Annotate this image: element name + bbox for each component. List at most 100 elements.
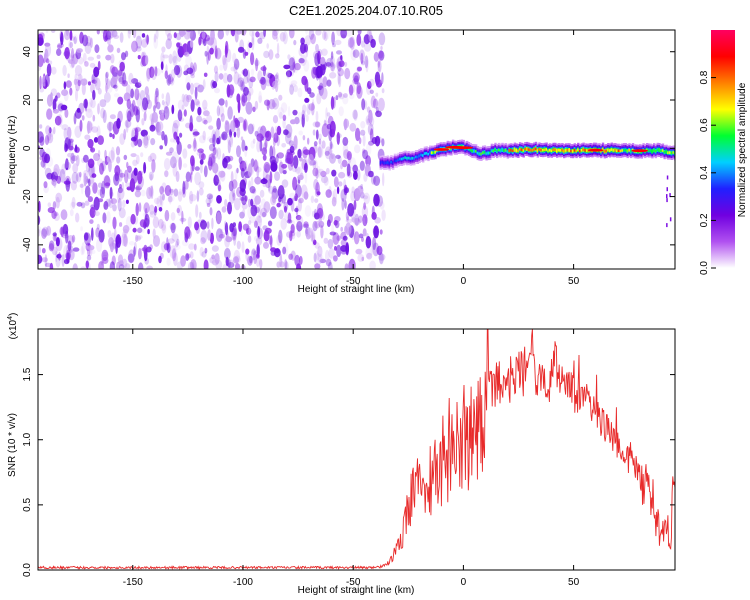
noise-cell — [181, 104, 185, 110]
noise-cell — [44, 74, 50, 87]
noise-cell — [378, 253, 386, 261]
noise-cell — [89, 62, 96, 68]
noise-cell — [230, 171, 234, 183]
noise-cell — [293, 60, 299, 74]
noise-cell — [80, 226, 83, 232]
noise-cell — [191, 261, 195, 269]
noise-cell — [248, 42, 253, 49]
ridge-cell — [619, 149, 622, 153]
ridge-cell — [517, 149, 520, 153]
ridge-cell — [550, 149, 554, 153]
noise-cell — [320, 87, 328, 100]
noise-cell — [162, 193, 165, 201]
noise-cell — [212, 162, 219, 174]
noise-cell — [358, 215, 363, 223]
noise-cell — [109, 261, 116, 269]
ridge-cell — [645, 148, 649, 152]
noise-cell — [134, 82, 142, 88]
noise-cell — [196, 151, 202, 156]
ridge-cell — [600, 149, 603, 153]
noise-cell — [233, 58, 239, 68]
noise-cell — [198, 36, 202, 46]
noise-cell — [78, 102, 85, 114]
noise-cell — [172, 163, 178, 177]
ridge-cell — [425, 152, 428, 155]
noise-cell — [382, 172, 385, 187]
noise-cell — [110, 146, 115, 161]
noise-cell — [340, 245, 348, 252]
noise-cell — [92, 114, 96, 122]
noise-cell — [292, 61, 296, 73]
noise-cell — [143, 244, 148, 256]
noise-cell — [216, 147, 222, 160]
noise-cell — [117, 96, 124, 105]
noise-cell — [75, 172, 82, 183]
noise-cell — [178, 156, 182, 171]
snr-ylabel: SNR (10 * v/v) — [7, 413, 18, 477]
noise-cell — [132, 30, 137, 39]
noise-cell — [163, 158, 171, 171]
noise-cell — [107, 30, 115, 39]
noise-cell — [334, 39, 342, 46]
noise-cell — [74, 144, 78, 153]
noise-cell — [102, 109, 107, 123]
noise-cell — [208, 194, 213, 204]
noise-cell — [113, 93, 120, 98]
ridge-cell — [467, 147, 471, 151]
noise-cell — [312, 129, 316, 136]
noise-cell — [327, 213, 333, 224]
noise-cell — [146, 67, 151, 82]
noise-cell — [372, 227, 378, 235]
noise-cell — [47, 207, 55, 214]
noise-cell — [340, 30, 348, 39]
noise-cell — [206, 221, 210, 230]
noise-cell — [114, 228, 117, 240]
noise-cell — [304, 97, 310, 103]
noise-cell — [255, 236, 263, 246]
noise-cell — [323, 31, 328, 42]
noise-cell — [297, 87, 303, 98]
noise-cell — [327, 115, 334, 126]
noise-cell — [38, 37, 44, 46]
noise-cell — [130, 140, 136, 148]
noise-cell — [317, 144, 324, 158]
noise-cell — [91, 126, 99, 133]
ridge-cell — [492, 149, 495, 153]
noise-cell — [365, 236, 372, 249]
noise-cell — [65, 230, 69, 244]
noise-cell — [114, 82, 119, 92]
noise-cell — [90, 209, 97, 216]
noise-cell — [195, 204, 199, 218]
noise-cell — [141, 33, 146, 38]
noise-cell — [109, 30, 114, 39]
noise-cell — [199, 135, 206, 144]
noise-cell — [97, 60, 101, 71]
noise-cell — [112, 133, 115, 139]
noise-cell — [87, 81, 92, 86]
noise-cell — [361, 60, 365, 66]
noise-cell — [352, 72, 360, 83]
heatmap-ylabel: Frequency (Hz) — [7, 116, 18, 185]
noise-cell — [73, 78, 78, 86]
noise-cell — [227, 135, 234, 146]
noise-cell — [52, 201, 57, 210]
ridge-cell — [608, 149, 612, 152]
noise-cell — [336, 58, 339, 70]
noise-cell — [44, 262, 52, 268]
noise-cell — [295, 214, 302, 221]
noise-cell — [220, 228, 224, 236]
noise-cell — [151, 159, 156, 173]
noise-cell — [176, 49, 182, 62]
noise-cell — [104, 182, 111, 187]
ridge-cell — [524, 147, 527, 151]
noise-cell — [222, 55, 227, 66]
noise-cell — [282, 118, 286, 129]
noise-cell — [228, 259, 234, 267]
noise-cell — [367, 155, 371, 165]
noise-cell — [315, 129, 319, 140]
noise-cell — [141, 38, 148, 48]
noise-cell — [81, 115, 85, 121]
ridge-cell — [557, 148, 561, 152]
noise-cell — [200, 220, 207, 230]
noise-cell — [342, 95, 349, 105]
